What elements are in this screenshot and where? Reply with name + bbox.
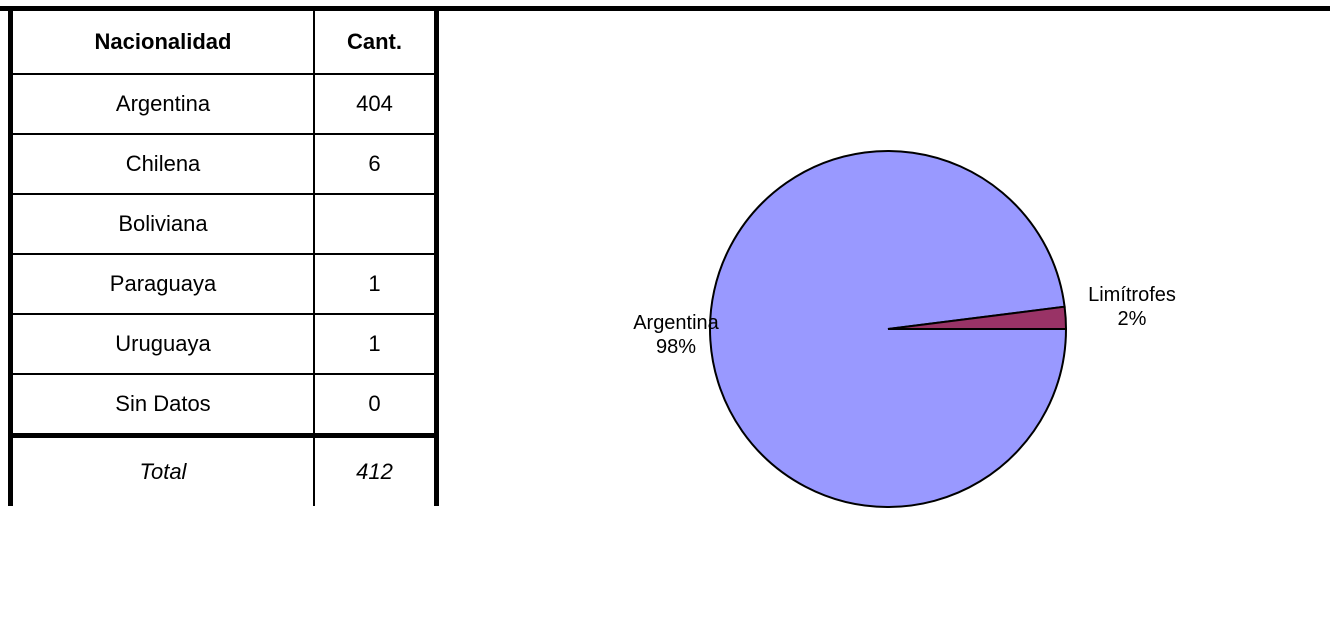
header-nacionalidad: Nacionalidad [8, 6, 315, 75]
total-value: 412 [313, 433, 439, 506]
table-row: Uruguaya 1 [8, 313, 439, 375]
table-row: Chilena 6 [8, 133, 439, 195]
row-label: Sin Datos [8, 373, 315, 437]
nationality-table: Nacionalidad Cant. Argentina 404 Chilena… [8, 6, 439, 506]
table-row: Argentina 404 [8, 73, 439, 135]
slice-percent: 98% [656, 336, 696, 358]
slice-label: Limítrofes [1088, 284, 1176, 306]
row-label: Paraguaya [8, 253, 315, 315]
row-value: 6 [313, 133, 439, 195]
table-row: Paraguaya 1 [8, 253, 439, 315]
pie-slice-lim-trofes [887, 305, 1068, 330]
slice-label: Argentina [633, 312, 719, 334]
row-value: 404 [313, 73, 439, 135]
row-label: Argentina [8, 73, 315, 135]
table-row: Boliviana [8, 193, 439, 255]
row-label: Uruguaya [8, 313, 315, 375]
table-row: Sin Datos 0 [8, 373, 439, 437]
row-value: 1 [313, 313, 439, 375]
row-label: Chilena [8, 133, 315, 195]
slice-percent: 2% [1118, 308, 1147, 330]
total-label: Total [8, 433, 315, 506]
pie-slices [709, 150, 1068, 508]
row-value: 0 [313, 373, 439, 437]
top-rule [0, 6, 1330, 11]
row-value [313, 193, 439, 255]
row-label: Boliviana [8, 193, 315, 255]
table-header-row: Nacionalidad Cant. [8, 6, 439, 75]
row-value: 1 [313, 253, 439, 315]
total-row: Total 412 [8, 433, 439, 506]
header-cant: Cant. [313, 6, 439, 75]
